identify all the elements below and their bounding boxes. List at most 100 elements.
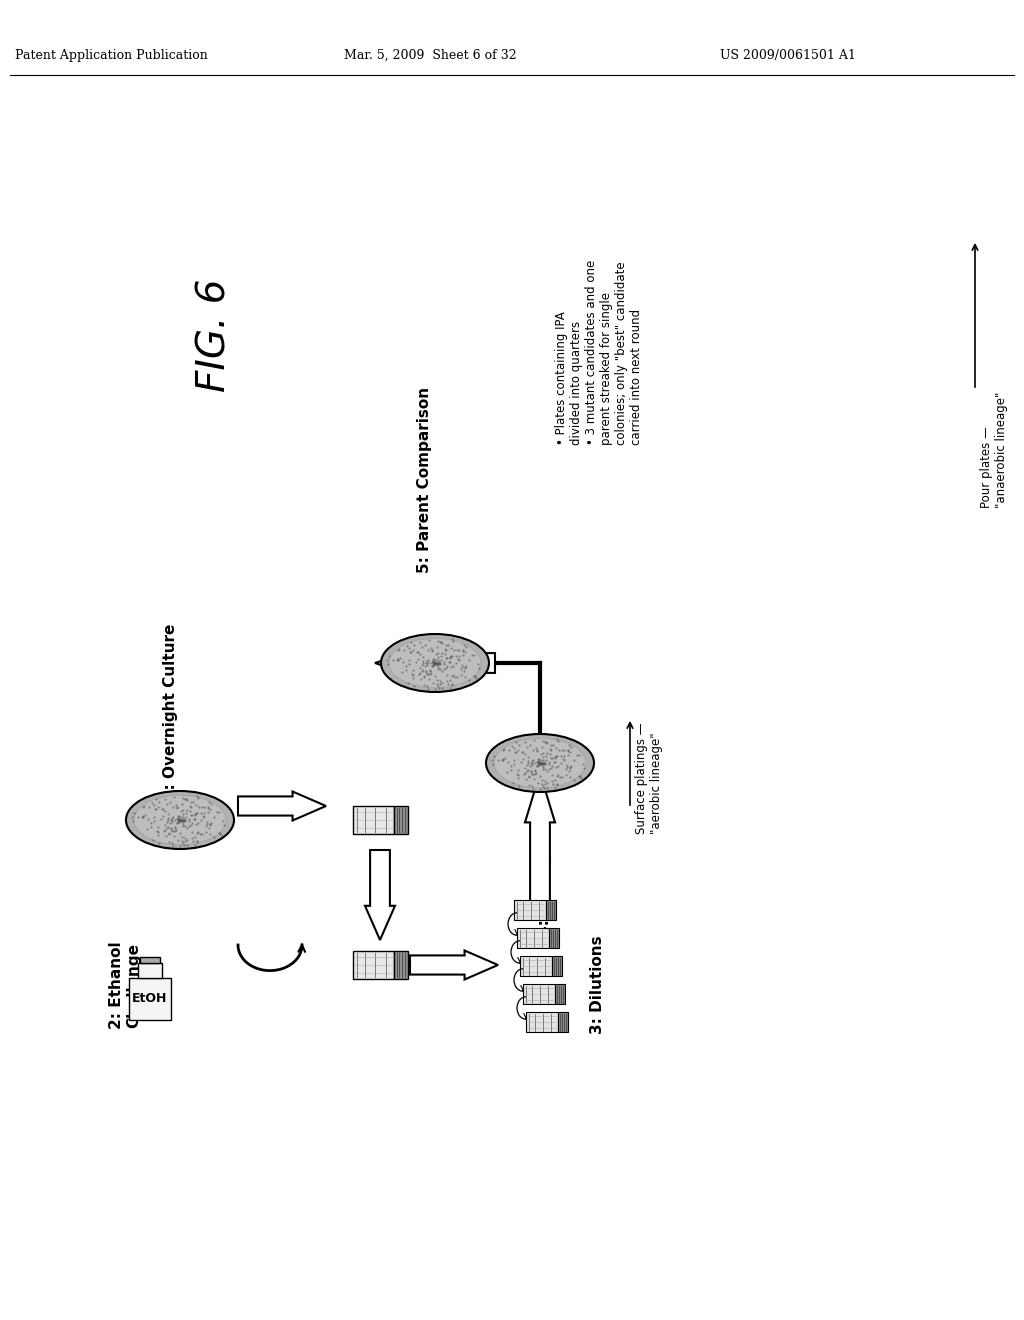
Point — [164, 808, 180, 829]
Point — [438, 664, 455, 685]
Point — [412, 663, 428, 684]
Point — [184, 804, 201, 825]
Point — [416, 675, 432, 696]
Point — [173, 809, 189, 830]
Point — [495, 739, 511, 760]
Point — [167, 809, 183, 830]
Point — [160, 817, 176, 838]
Point — [174, 812, 190, 833]
Polygon shape — [523, 983, 555, 1005]
Point — [520, 746, 537, 767]
Point — [514, 742, 530, 763]
Point — [496, 750, 512, 771]
Point — [548, 756, 564, 777]
Point — [537, 758, 553, 779]
Point — [537, 754, 553, 775]
Point — [426, 652, 442, 673]
Point — [171, 808, 187, 829]
Point — [486, 744, 503, 766]
Point — [187, 813, 204, 834]
Text: 5: Parent Comparison: 5: Parent Comparison — [418, 387, 432, 573]
Point — [529, 752, 546, 774]
Point — [181, 808, 198, 829]
Point — [431, 652, 447, 673]
Point — [433, 677, 450, 698]
Point — [140, 809, 157, 830]
Point — [484, 750, 501, 771]
Point — [443, 673, 460, 694]
Point — [501, 739, 517, 760]
Point — [177, 803, 194, 824]
Point — [211, 822, 227, 843]
Polygon shape — [555, 983, 565, 1005]
Point — [433, 642, 450, 663]
Point — [530, 754, 547, 775]
Point — [461, 649, 477, 671]
Polygon shape — [410, 950, 498, 979]
Point — [160, 809, 176, 830]
Point — [135, 805, 152, 826]
Point — [434, 632, 451, 653]
Point — [431, 653, 447, 675]
Point — [182, 804, 199, 825]
Point — [182, 814, 199, 836]
Point — [135, 796, 152, 817]
Point — [516, 731, 532, 752]
Point — [175, 813, 191, 834]
Point — [528, 755, 545, 776]
Point — [179, 789, 196, 810]
Point — [157, 814, 173, 836]
Point — [188, 830, 205, 851]
Point — [421, 630, 437, 651]
Point — [141, 796, 158, 817]
Point — [171, 805, 187, 826]
Point — [170, 809, 186, 830]
Point — [431, 652, 447, 673]
Point — [536, 752, 552, 774]
Polygon shape — [526, 1012, 557, 1032]
Point — [548, 738, 564, 759]
Point — [456, 660, 472, 681]
Point — [420, 678, 436, 700]
Point — [528, 738, 545, 759]
Point — [436, 639, 453, 660]
Text: 1: Overnight Culture: 1: Overnight Culture — [163, 623, 177, 800]
Point — [531, 752, 548, 774]
Point — [143, 812, 160, 833]
Point — [419, 652, 435, 673]
Point — [183, 796, 200, 817]
Point — [426, 652, 442, 673]
Point — [188, 785, 205, 807]
Point — [426, 653, 442, 675]
Point — [430, 649, 446, 671]
Point — [455, 644, 471, 665]
Point — [175, 834, 191, 855]
Point — [549, 729, 565, 750]
Point — [535, 758, 551, 779]
Point — [195, 805, 211, 826]
FancyBboxPatch shape — [129, 978, 171, 1020]
Point — [161, 824, 177, 845]
Point — [547, 747, 563, 768]
Point — [148, 820, 165, 841]
Point — [550, 755, 566, 776]
Point — [447, 645, 464, 667]
Point — [529, 748, 546, 770]
Point — [163, 818, 179, 840]
Point — [162, 812, 178, 833]
Point — [181, 801, 198, 822]
Point — [425, 652, 441, 673]
Point — [519, 754, 536, 775]
Point — [426, 648, 442, 669]
Point — [525, 730, 542, 751]
Point — [169, 796, 185, 817]
Point — [198, 816, 214, 837]
Point — [427, 652, 443, 673]
Point — [166, 787, 182, 808]
Point — [196, 796, 212, 817]
Point — [514, 742, 530, 763]
Point — [457, 642, 473, 663]
Point — [531, 754, 548, 775]
Point — [414, 660, 430, 681]
Point — [531, 766, 548, 787]
